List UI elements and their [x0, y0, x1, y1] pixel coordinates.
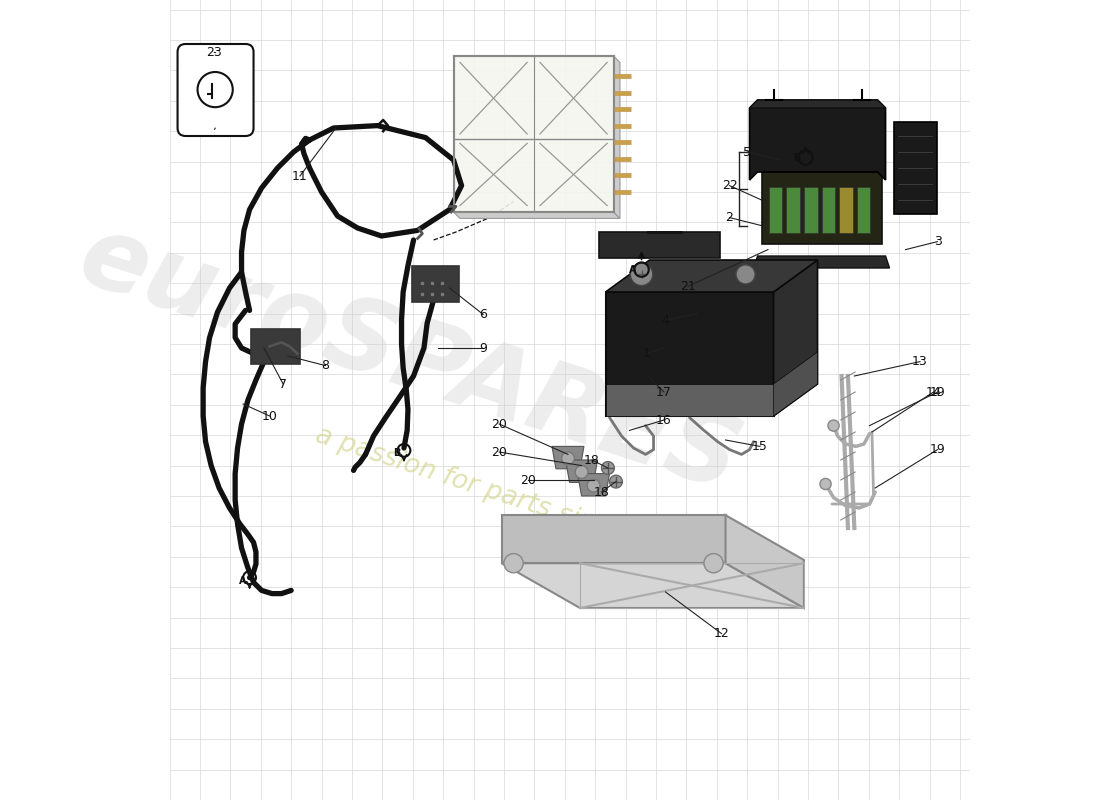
Text: 21: 21 — [680, 280, 696, 293]
Text: 6: 6 — [480, 308, 487, 321]
Polygon shape — [606, 260, 817, 292]
Text: 19: 19 — [930, 443, 945, 456]
Polygon shape — [749, 100, 886, 108]
Text: 22: 22 — [722, 179, 737, 192]
Text: 18: 18 — [594, 486, 609, 498]
Polygon shape — [773, 260, 817, 416]
Polygon shape — [761, 172, 881, 244]
Polygon shape — [565, 460, 597, 482]
Text: 3: 3 — [934, 235, 942, 248]
Text: B: B — [793, 153, 801, 162]
Polygon shape — [726, 515, 804, 608]
Polygon shape — [502, 563, 804, 608]
Text: 17: 17 — [656, 386, 672, 398]
Circle shape — [704, 554, 723, 573]
Polygon shape — [773, 352, 817, 416]
Text: 20: 20 — [492, 446, 507, 458]
Polygon shape — [606, 292, 773, 416]
Text: euroSPARES: euroSPARES — [67, 207, 751, 513]
Text: A: A — [629, 265, 637, 274]
FancyBboxPatch shape — [893, 122, 937, 214]
Circle shape — [630, 263, 652, 286]
Polygon shape — [552, 446, 584, 469]
FancyBboxPatch shape — [177, 44, 254, 136]
Text: 14: 14 — [926, 386, 942, 398]
Text: 13: 13 — [912, 355, 927, 368]
Circle shape — [736, 265, 756, 284]
FancyBboxPatch shape — [804, 187, 817, 233]
Text: 12: 12 — [714, 627, 729, 640]
FancyBboxPatch shape — [857, 187, 870, 233]
Circle shape — [820, 478, 832, 490]
Circle shape — [504, 554, 524, 573]
Circle shape — [575, 466, 589, 478]
Text: 11: 11 — [293, 170, 308, 182]
Polygon shape — [453, 212, 620, 218]
Polygon shape — [606, 384, 773, 416]
Circle shape — [587, 479, 600, 492]
Text: 16: 16 — [656, 414, 672, 426]
Text: 20: 20 — [520, 474, 536, 486]
Circle shape — [562, 452, 574, 465]
Circle shape — [609, 475, 623, 488]
FancyBboxPatch shape — [769, 187, 782, 233]
Polygon shape — [749, 100, 886, 180]
Text: A: A — [239, 576, 246, 586]
Text: 7: 7 — [279, 378, 287, 390]
Polygon shape — [600, 232, 719, 258]
Text: 2: 2 — [726, 211, 734, 224]
Text: 18: 18 — [584, 454, 600, 466]
FancyBboxPatch shape — [453, 56, 614, 212]
Text: 8: 8 — [321, 359, 330, 372]
FancyBboxPatch shape — [822, 187, 835, 233]
FancyBboxPatch shape — [251, 329, 300, 364]
Text: 1: 1 — [642, 347, 650, 360]
Polygon shape — [754, 256, 890, 268]
Polygon shape — [614, 56, 620, 218]
Text: 4: 4 — [661, 314, 670, 326]
FancyBboxPatch shape — [839, 187, 853, 233]
Text: 9: 9 — [480, 342, 487, 354]
Text: 23: 23 — [206, 46, 221, 58]
FancyBboxPatch shape — [786, 187, 800, 233]
Circle shape — [602, 462, 615, 474]
Circle shape — [828, 420, 839, 431]
Polygon shape — [578, 474, 609, 496]
Polygon shape — [502, 515, 726, 563]
Text: 20: 20 — [492, 418, 507, 430]
Text: a passion for parts since 1985: a passion for parts since 1985 — [312, 422, 698, 570]
Text: 19: 19 — [930, 386, 945, 398]
Text: 5: 5 — [744, 146, 751, 158]
Text: B: B — [393, 448, 400, 458]
Text: 10: 10 — [262, 410, 277, 422]
FancyBboxPatch shape — [412, 266, 459, 302]
Text: 15: 15 — [752, 440, 768, 453]
